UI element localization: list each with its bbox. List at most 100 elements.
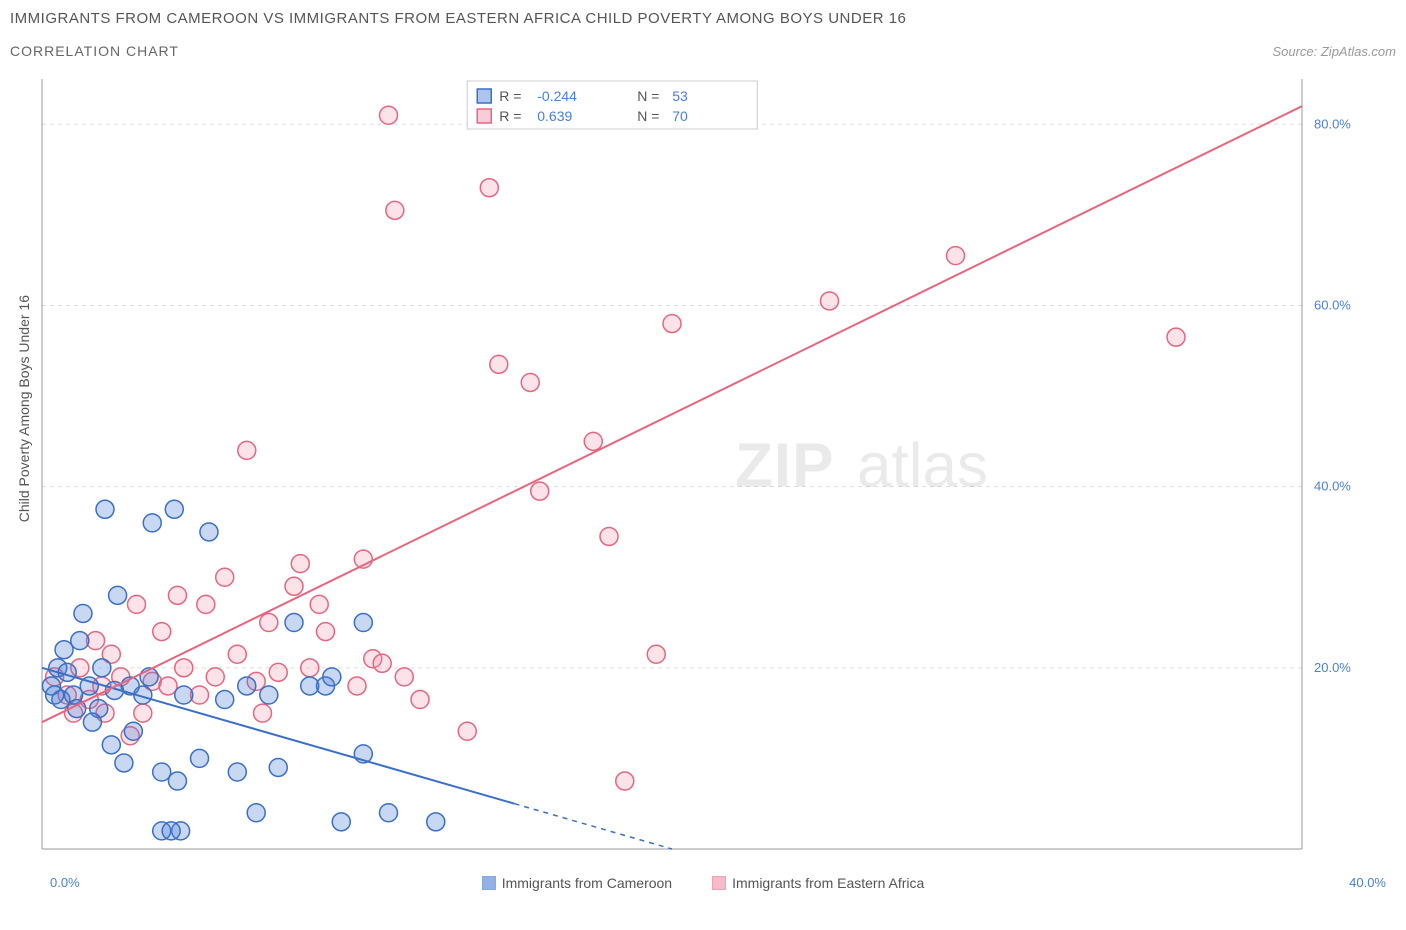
data-point-eastern-africa	[206, 668, 224, 686]
legend-item-cameroon: Immigrants from Cameroon	[482, 875, 672, 891]
data-point-cameroon	[74, 604, 92, 622]
data-point-eastern-africa	[616, 772, 634, 790]
stats-n-value: 53	[672, 88, 688, 104]
data-point-cameroon	[427, 813, 445, 831]
data-point-cameroon	[93, 659, 111, 677]
data-point-eastern-africa	[238, 441, 256, 459]
stats-n-label: N =	[637, 108, 659, 124]
data-point-eastern-africa	[647, 645, 665, 663]
x-tick-left: 0.0%	[50, 875, 80, 890]
data-point-cameroon	[162, 822, 180, 840]
source-prefix: Source:	[1272, 44, 1320, 59]
data-point-eastern-africa	[411, 691, 429, 709]
data-point-cameroon	[71, 632, 89, 650]
data-point-cameroon	[55, 641, 73, 659]
data-point-eastern-africa	[197, 595, 215, 613]
data-point-eastern-africa	[260, 614, 278, 632]
data-point-eastern-africa	[317, 623, 335, 641]
legend-label-cameroon: Immigrants from Cameroon	[502, 875, 672, 891]
data-point-eastern-africa	[269, 663, 287, 681]
data-point-cameroon	[168, 772, 186, 790]
data-point-eastern-africa	[310, 595, 328, 613]
stats-swatch-pink	[477, 109, 491, 123]
data-point-cameroon	[96, 500, 114, 518]
data-point-eastern-africa	[228, 645, 246, 663]
data-point-eastern-africa	[1167, 328, 1185, 346]
data-point-cameroon	[46, 686, 64, 704]
stats-r-label: R =	[499, 108, 521, 124]
data-point-eastern-africa	[134, 704, 152, 722]
chart-subtitle: CORRELATION CHART	[10, 43, 179, 59]
y-tick-label: 40.0%	[1314, 479, 1351, 494]
data-point-cameroon	[354, 614, 372, 632]
legend-item-eastern-africa: Immigrants from Eastern Africa	[712, 875, 924, 891]
data-point-eastern-africa	[153, 623, 171, 641]
y-tick-label: 60.0%	[1314, 297, 1351, 312]
bottom-legend: 0.0% Immigrants from Cameroon Immigrants…	[10, 875, 1396, 891]
data-point-eastern-africa	[159, 677, 177, 695]
legend-label-eastern-africa: Immigrants from Eastern Africa	[732, 875, 924, 891]
data-point-cameroon	[83, 713, 101, 731]
data-point-eastern-africa	[395, 668, 413, 686]
y-tick-label: 20.0%	[1314, 660, 1351, 675]
data-point-eastern-africa	[380, 106, 398, 124]
stats-r-value: -0.244	[537, 88, 577, 104]
stats-n-value: 70	[672, 108, 688, 124]
x-tick-right: 40.0%	[1349, 875, 1386, 890]
data-point-eastern-africa	[584, 432, 602, 450]
data-point-eastern-africa	[348, 677, 366, 695]
stats-r-value: 0.639	[537, 108, 572, 124]
data-point-cameroon	[247, 804, 265, 822]
data-point-eastern-africa	[254, 704, 272, 722]
data-point-eastern-africa	[600, 527, 618, 545]
data-point-cameroon	[260, 686, 278, 704]
data-point-cameroon	[228, 763, 246, 781]
data-point-cameroon	[191, 749, 209, 767]
chart-title: IMMIGRANTS FROM CAMEROON VS IMMIGRANTS F…	[10, 10, 1396, 27]
trend-line-cameroon-ext	[515, 804, 673, 849]
data-point-eastern-africa	[663, 315, 681, 333]
trend-line-eastern-africa	[42, 106, 1302, 722]
swatch-pink	[712, 876, 726, 890]
data-point-cameroon	[124, 722, 142, 740]
stats-swatch-blue	[477, 89, 491, 103]
data-point-cameroon	[115, 754, 133, 772]
data-point-eastern-africa	[168, 586, 186, 604]
swatch-blue	[482, 876, 496, 890]
data-point-eastern-africa	[821, 292, 839, 310]
data-point-cameroon	[332, 813, 350, 831]
data-point-eastern-africa	[291, 555, 309, 573]
data-point-eastern-africa	[531, 482, 549, 500]
data-point-cameroon	[200, 523, 218, 541]
y-axis-label: Child Poverty Among Boys Under 16	[10, 295, 32, 522]
subtitle-row: CORRELATION CHART Source: ZipAtlas.com	[10, 43, 1396, 59]
data-point-cameroon	[175, 686, 193, 704]
y-tick-label: 80.0%	[1314, 116, 1351, 131]
watermark: ZIP	[735, 432, 834, 501]
data-point-eastern-africa	[285, 577, 303, 595]
data-point-eastern-africa	[386, 201, 404, 219]
data-point-eastern-africa	[128, 595, 146, 613]
data-point-cameroon	[102, 736, 120, 754]
data-point-cameroon	[269, 758, 287, 776]
stats-r-label: R =	[499, 88, 521, 104]
stats-n-label: N =	[637, 88, 659, 104]
data-point-cameroon	[165, 500, 183, 518]
data-point-eastern-africa	[480, 179, 498, 197]
data-point-eastern-africa	[175, 659, 193, 677]
source-name: ZipAtlas.com	[1321, 44, 1396, 59]
data-point-eastern-africa	[373, 654, 391, 672]
data-point-eastern-africa	[947, 247, 965, 265]
data-point-cameroon	[143, 514, 161, 532]
data-point-cameroon	[153, 763, 171, 781]
data-point-eastern-africa	[521, 373, 539, 391]
data-point-cameroon	[285, 614, 303, 632]
data-point-cameroon	[380, 804, 398, 822]
scatter-chart: 20.0%40.0%60.0%80.0%ZIPatlasR =-0.244N =…	[32, 69, 1382, 869]
data-point-cameroon	[238, 677, 256, 695]
data-point-cameroon	[323, 668, 341, 686]
data-point-eastern-africa	[458, 722, 476, 740]
source-attribution: Source: ZipAtlas.com	[1272, 44, 1396, 59]
data-point-cameroon	[109, 586, 127, 604]
data-point-eastern-africa	[490, 355, 508, 373]
